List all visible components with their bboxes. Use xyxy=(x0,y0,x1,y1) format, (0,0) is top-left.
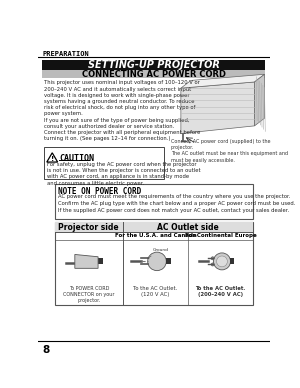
Text: For safety, unplug the AC power cord when the projector
is not in use. When the : For safety, unplug the AC power cord whe… xyxy=(47,162,200,186)
Text: !: ! xyxy=(51,156,54,162)
Polygon shape xyxy=(98,258,103,265)
Bar xyxy=(42,71,266,78)
Text: CAUTION: CAUTION xyxy=(59,154,94,163)
Text: To POWER CORD
CONNECTOR on your
projector.: To POWER CORD CONNECTOR on your projecto… xyxy=(63,286,115,303)
Text: Projector side: Projector side xyxy=(58,223,119,232)
Text: PREPARATION: PREPARATION xyxy=(42,51,89,57)
Text: To the AC Outlet.
(200–240 V AC): To the AC Outlet. (200–240 V AC) xyxy=(195,286,246,297)
Bar xyxy=(55,222,253,305)
Bar xyxy=(55,184,253,219)
Polygon shape xyxy=(166,258,171,265)
Text: AC power cord must meet the requirements of the country where you use the projec: AC power cord must meet the requirements… xyxy=(58,194,295,213)
Text: This projector uses nominal input voltages of 100–120 V or
200–240 V AC and it a: This projector uses nominal input voltag… xyxy=(44,80,200,141)
Circle shape xyxy=(217,256,227,267)
Text: Connect AC power cord (supplied) to the
projector.
The AC outlet must be near th: Connect AC power cord (supplied) to the … xyxy=(171,139,288,163)
Polygon shape xyxy=(47,153,58,162)
Text: To the AC Outlet.
(120 V AC): To the AC Outlet. (120 V AC) xyxy=(133,286,178,297)
Polygon shape xyxy=(181,74,265,88)
Polygon shape xyxy=(75,255,98,268)
Text: 8: 8 xyxy=(42,345,50,355)
Circle shape xyxy=(213,253,230,270)
Text: NOTE ON POWER CORD: NOTE ON POWER CORD xyxy=(58,187,141,196)
Bar xyxy=(90,258,95,260)
Circle shape xyxy=(211,263,214,266)
Polygon shape xyxy=(230,258,234,265)
Polygon shape xyxy=(254,74,265,126)
Bar xyxy=(55,222,253,232)
Text: For Continental Europe: For Continental Europe xyxy=(184,234,256,239)
Text: Ground: Ground xyxy=(147,248,168,259)
Circle shape xyxy=(211,257,214,260)
Bar xyxy=(44,147,164,179)
Polygon shape xyxy=(181,82,254,133)
Text: AC Outlet side: AC Outlet side xyxy=(157,223,219,232)
Circle shape xyxy=(148,252,166,271)
Text: For the U.S.A. and Canada: For the U.S.A. and Canada xyxy=(115,234,196,239)
Text: CONNECTING AC POWER CORD: CONNECTING AC POWER CORD xyxy=(82,70,226,79)
Text: SETTING-UP PROJECTOR: SETTING-UP PROJECTOR xyxy=(88,60,220,70)
Bar xyxy=(42,60,266,70)
Bar xyxy=(90,263,95,265)
